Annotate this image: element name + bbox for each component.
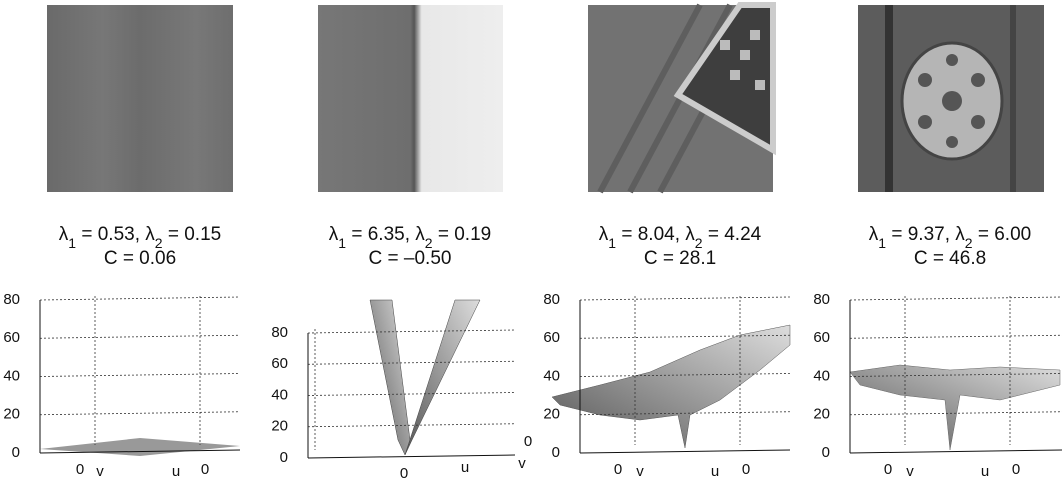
- image-patch: [47, 5, 233, 192]
- grid-line: [308, 361, 515, 364]
- grid-line: [40, 335, 240, 338]
- grid-line: [308, 424, 515, 427]
- caption-text: = 8.04, λ: [616, 224, 695, 245]
- axis-label: u: [461, 459, 469, 476]
- subscript: 1: [338, 235, 346, 251]
- caption-text: λ: [59, 224, 69, 245]
- caption-text: λ: [599, 224, 609, 245]
- subscript: 1: [878, 235, 886, 251]
- caption-line: λ1 = 6.35, λ2 = 0.19: [329, 224, 491, 251]
- z-tick-label: 20: [543, 406, 560, 423]
- caption-text: = 9.37, λ: [886, 224, 965, 245]
- caption-line: C = 46.8: [914, 248, 986, 269]
- z-tick-label: 0: [822, 444, 830, 461]
- axis-line: [580, 450, 790, 453]
- caption-line: λ1 = 0.53, λ2 = 0.15: [59, 224, 221, 251]
- axis-label: v: [636, 463, 644, 480]
- z-tick-label: 80: [271, 324, 288, 341]
- grid-line: [40, 297, 240, 300]
- caption-line: C = 0.06: [104, 248, 176, 269]
- axis-label: v: [906, 463, 914, 480]
- caption-line: C = 28.1: [644, 248, 716, 269]
- z-tick-label: 0: [280, 449, 288, 466]
- caption-text: = 6.00: [973, 224, 1032, 245]
- z-tick-label: 0: [12, 444, 20, 461]
- axis-label: 0: [76, 461, 84, 478]
- axis-label: 0: [1012, 461, 1020, 478]
- z-tick-label: 60: [543, 329, 560, 346]
- z-tick-label: 60: [271, 355, 288, 372]
- axis-label: 0: [614, 461, 622, 478]
- axis-label: v: [96, 463, 104, 480]
- grid-line: [308, 393, 515, 396]
- grid-line: [308, 330, 515, 333]
- surface: [552, 325, 790, 448]
- subscript: 1: [68, 235, 76, 251]
- surface: [370, 300, 410, 455]
- image-patch: [318, 5, 503, 192]
- z-tick-label: 60: [813, 329, 830, 346]
- axis-label: 0: [400, 465, 408, 482]
- axis-label: v: [518, 455, 526, 472]
- z-tick-label: 80: [543, 291, 560, 308]
- axis-label: 0: [884, 461, 892, 478]
- z-tick-label: 40: [813, 367, 830, 384]
- z-tick-label: 40: [543, 367, 560, 384]
- caption-line: λ1 = 9.37, λ2 = 6.00: [869, 224, 1031, 251]
- axis-label: u: [981, 463, 989, 480]
- z-tick-label: 60: [3, 329, 20, 346]
- figure: λ1 = 0.53, λ2 = 0.15C = 0.060204060800vu…: [0, 0, 1062, 486]
- caption-text: = 6.35, λ: [346, 224, 425, 245]
- axis-line: [850, 450, 1062, 453]
- z-tick-label: 20: [271, 418, 288, 435]
- axis-label: 0: [201, 461, 209, 478]
- caption-text: = 0.15: [163, 224, 222, 245]
- z-tick-label: 20: [3, 406, 20, 423]
- z-tick-label: 80: [813, 291, 830, 308]
- surface: [40, 438, 240, 456]
- image-patch: [858, 5, 1044, 192]
- caption-text: = 0.19: [433, 224, 492, 245]
- image-patch: [588, 5, 773, 192]
- grid-line: [850, 335, 1062, 338]
- axis-line: [308, 455, 515, 458]
- axis-label: 0: [742, 461, 750, 478]
- axis-label: u: [711, 463, 719, 480]
- caption-text: = 0.53, λ: [76, 224, 155, 245]
- caption-line: C = –0.50: [369, 248, 452, 269]
- z-tick-label: 80: [3, 291, 20, 308]
- subscript: 1: [608, 235, 616, 251]
- z-tick-label: 40: [3, 367, 20, 384]
- axis-label: 0: [524, 433, 532, 450]
- surface: [850, 365, 1060, 450]
- z-tick-label: 40: [271, 386, 288, 403]
- z-tick-label: 0: [552, 444, 560, 461]
- caption-text: λ: [869, 224, 879, 245]
- surface: [405, 300, 480, 455]
- z-tick-label: 20: [813, 406, 830, 423]
- grid-line: [40, 412, 240, 415]
- caption-text: = 4.24: [703, 224, 762, 245]
- grid-line: [40, 374, 240, 377]
- caption-line: λ1 = 8.04, λ2 = 4.24: [599, 224, 762, 251]
- caption-text: λ: [329, 224, 339, 245]
- grid-line: [850, 297, 1062, 300]
- grid-line: [580, 297, 790, 300]
- axis-label: u: [172, 463, 180, 480]
